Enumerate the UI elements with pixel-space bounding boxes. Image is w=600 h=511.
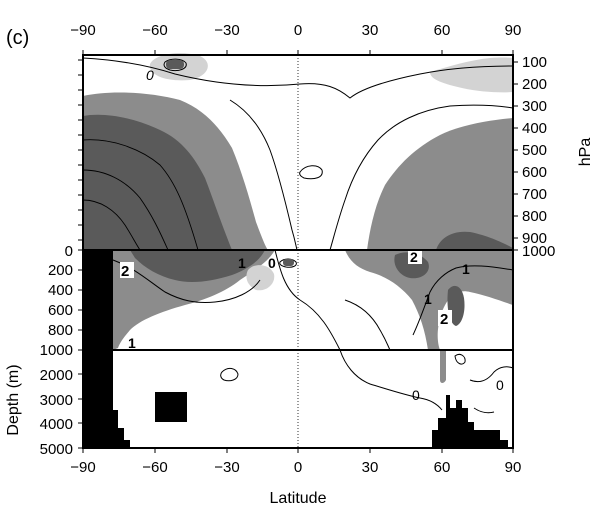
atm-tick: 800: [522, 208, 547, 225]
atm-tick: 900: [522, 230, 547, 247]
atm-dark-right: [436, 231, 513, 250]
ocean-upper-tick: 200: [48, 262, 73, 279]
deep-contour-1: [339, 349, 443, 411]
atm-light-patch-right: [430, 57, 513, 93]
upper-ocean-panel: 2 1 0 1 2 1 2 1: [82, 249, 514, 351]
ocean-contour-4: [412, 265, 514, 336]
ocean-label-0-mid: 0: [268, 255, 276, 271]
atm-zero-contour: [82, 57, 514, 99]
ocean-dark-left: [130, 250, 265, 283]
label-bg-2-right: [438, 310, 452, 326]
atm-tick: 600: [522, 164, 547, 181]
ocean-medium-right: [345, 250, 513, 350]
atm-tick: 100: [522, 54, 547, 71]
ocean-label-2-left: 2: [121, 263, 129, 280]
deep-medium-tail: [440, 350, 446, 383]
ocean-upper-tick: 0: [65, 243, 73, 260]
deep-label-0-right: 0: [496, 377, 504, 393]
ocean-lower-tick: 4000: [40, 416, 73, 433]
top-axis-ticks: [82, 50, 514, 55]
bottom-lat-tick: −90: [70, 459, 95, 476]
atmosphere-panel: 0: [82, 53, 514, 251]
panel-label: (c): [6, 27, 29, 49]
deep-ocean-panel: 0 0: [82, 349, 514, 449]
atm-tick: 500: [522, 142, 547, 159]
x-axis-label: Latitude: [270, 490, 327, 507]
top-lat-tick: −90: [70, 22, 95, 39]
atm-dark-left: [83, 114, 232, 251]
ocean-label-1-small: 1: [462, 261, 470, 277]
ocean-contour-1: [112, 259, 261, 303]
atm-contour-top-loop: [163, 58, 187, 72]
atm-medium-right: [367, 118, 513, 250]
ocean-land-left: [83, 250, 113, 350]
ocean-upper-tick: 1000: [40, 342, 73, 359]
atm-contour-small-oval: [299, 165, 323, 180]
ocean-medium-left: [113, 250, 275, 350]
top-lat-tick: −30: [214, 22, 239, 39]
atm-contour-left-1: [82, 139, 199, 251]
bottom-lat-tick: 90: [505, 459, 522, 476]
top-lat-tick: −60: [142, 22, 167, 39]
ocean-label-2-right-top: 2: [410, 249, 418, 265]
atm-contour-left-3: [82, 199, 141, 251]
ocean-lower-tick: 2000: [40, 367, 73, 384]
bottom-lat-tick: 60: [434, 459, 451, 476]
atm-contour-v: [229, 99, 514, 251]
bottom-axis-ticks: [82, 448, 514, 453]
bottom-lat-tick: −60: [142, 459, 167, 476]
atm-top-fill: [166, 60, 184, 69]
label-bg-2-right-top: [408, 250, 422, 264]
right-axis-ticks: [513, 61, 518, 251]
ocean-label-1-right: 1: [424, 291, 432, 307]
depth-axis-label: Depth (m): [5, 364, 22, 435]
deep-seamount-block: [155, 392, 187, 422]
deep-label-0-mid: 0: [412, 387, 420, 403]
ocean-small-fill: [283, 259, 294, 266]
atm-unit-label: hPa: [577, 138, 594, 167]
deep-contour-3: [454, 353, 466, 365]
ocean-contour-2: [274, 249, 341, 351]
left-axis-ticks: [78, 59, 83, 449]
top-lat-tick: 60: [434, 22, 451, 39]
atm-tick: 1000: [522, 243, 555, 260]
deep-contour-5: [473, 407, 495, 414]
top-lat-tick: 0: [294, 22, 302, 39]
ocean-upper-tick: 800: [48, 322, 73, 339]
ocean-lower-tick: 5000: [40, 441, 73, 458]
atm-tick: 400: [522, 120, 547, 137]
deep-contour-4: [469, 366, 514, 383]
deep-contour-2: [220, 367, 239, 382]
bottom-lat-tick: 0: [294, 459, 302, 476]
ocean-upper-tick: 400: [48, 282, 73, 299]
ocean-lower-tick: 3000: [40, 392, 73, 409]
ocean-label-1-left: 1: [128, 335, 136, 351]
atm-zero-label: 0: [146, 67, 154, 83]
ocean-upper-tick: 600: [48, 302, 73, 319]
ocean-contour-3: [344, 299, 391, 351]
ocean-dark-right: [394, 252, 465, 326]
top-lat-tick: 30: [362, 22, 379, 39]
atm-tick: 700: [522, 186, 547, 203]
bottom-lat-tick: 30: [362, 459, 379, 476]
ocean-label-2-right: 2: [440, 311, 448, 328]
atm-tick: 200: [522, 76, 547, 93]
label-bg-2-left: [120, 262, 134, 278]
bottom-lat-tick: −30: [214, 459, 239, 476]
ocean-light-patch: [246, 265, 275, 291]
top-lat-tick: 90: [505, 22, 522, 39]
atm-tick: 300: [522, 98, 547, 115]
deep-land-left: [83, 350, 130, 448]
atm-contour-left-2: [82, 169, 169, 251]
deep-land-right: [432, 395, 508, 448]
ocean-label-1-mid: 1: [238, 255, 246, 271]
